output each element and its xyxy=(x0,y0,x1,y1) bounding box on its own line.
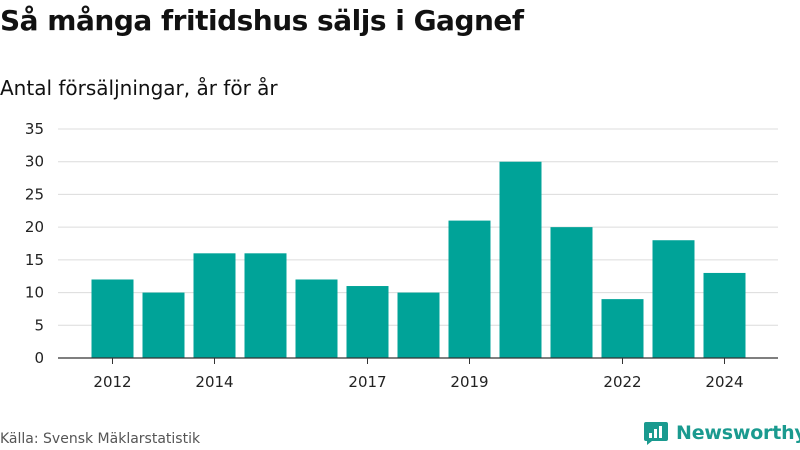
chart-title: Så många fritidshus säljs i Gagnef xyxy=(0,4,524,37)
bar-2014 xyxy=(193,253,236,358)
bar-2013 xyxy=(142,292,185,358)
bar-2020 xyxy=(499,161,542,358)
chart-subtitle: Antal försäljningar, år för år xyxy=(0,76,278,100)
y-tick-label: 5 xyxy=(34,316,44,334)
y-tick-label: 20 xyxy=(25,218,44,236)
bar-chart: 0 5 10 15 20 25 30 35 2012 2014 2017 2019 2022 2024 xyxy=(25,120,778,391)
y-tick-label: 0 xyxy=(34,349,44,367)
bar-2022 xyxy=(601,299,644,358)
axes: 0 5 10 15 20 25 30 35 2012 2014 2017 2019 2022 2024 xyxy=(25,120,778,391)
x-tick-label: 2012 xyxy=(93,373,131,391)
y-tick-label: 35 xyxy=(25,120,44,138)
bar-2024 xyxy=(703,272,746,358)
x-tick-label: 2017 xyxy=(348,373,386,391)
x-tick-label: 2022 xyxy=(603,373,641,391)
newsworthy-logo-icon xyxy=(644,422,668,445)
source-note: Källa: Svensk Mäklarstatistik xyxy=(0,431,201,447)
x-tick-label: 2014 xyxy=(195,373,233,391)
bar-2012 xyxy=(91,279,134,358)
bar-2018 xyxy=(397,292,440,358)
bars xyxy=(91,161,746,358)
bar-2023 xyxy=(652,240,695,358)
bar-2021 xyxy=(550,227,593,358)
y-tick-label: 10 xyxy=(25,284,44,302)
y-tick-label: 25 xyxy=(25,185,44,203)
bar-2015 xyxy=(244,253,287,358)
newsworthy-logo-text: Newsworthy xyxy=(676,422,800,444)
bar-2017 xyxy=(346,286,389,358)
bar-2016 xyxy=(295,279,338,358)
newsworthy-logo: Newsworthy xyxy=(643,420,800,446)
bar-2019 xyxy=(448,220,491,358)
y-tick-label: 30 xyxy=(25,153,44,171)
x-tick-label: 2019 xyxy=(450,373,488,391)
y-tick-label: 15 xyxy=(25,251,44,269)
x-tick-label: 2024 xyxy=(705,373,743,391)
